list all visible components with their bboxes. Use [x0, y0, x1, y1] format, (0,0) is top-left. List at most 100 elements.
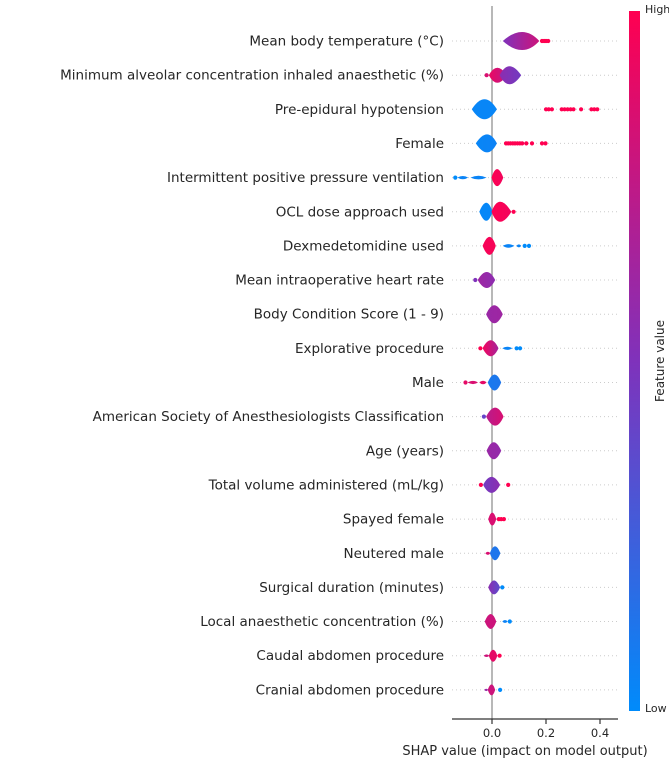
violin-segment [499, 66, 522, 85]
violin-segment [471, 99, 497, 120]
shap-point [463, 380, 468, 385]
feature-row-violin [481, 407, 504, 426]
violin-segment [491, 201, 512, 222]
feature-label: Surgical duration (minutes) [259, 580, 444, 596]
shap-point [506, 482, 511, 487]
violin-segment [484, 614, 497, 629]
feature-label: Local anaesthetic concentration (%) [200, 614, 444, 630]
feature-row-violin [486, 442, 502, 460]
shap-point [543, 141, 548, 146]
violin-segment [488, 512, 497, 526]
shap-point [453, 175, 458, 180]
violin-segment [475, 134, 497, 153]
violin-segment [516, 244, 522, 248]
feature-label: Caudal abdomen procedure [256, 648, 444, 664]
shap-point [498, 687, 503, 693]
x-tick-label: 0.2 [537, 726, 555, 740]
shap-point [595, 107, 600, 112]
x-tick-label: 0.4 [591, 726, 609, 740]
violin-segment [486, 407, 504, 426]
feature-row-violin [453, 169, 504, 187]
feature-row-violin [479, 201, 516, 222]
feature-label: Mean intraoperative heart rate [235, 273, 444, 289]
shap-point [520, 141, 525, 146]
shap-point [478, 346, 483, 351]
violin-segment [488, 649, 498, 662]
shap-point [568, 107, 573, 112]
colorbar-title: Feature value [651, 10, 668, 712]
shap-point [562, 107, 567, 112]
violin-segment [479, 202, 493, 221]
colorbar-low-label: Low [645, 702, 667, 715]
shap-point [484, 73, 489, 78]
feature-label: OCL dose approach used [276, 204, 444, 220]
feature-row-violin [475, 134, 548, 153]
feature-label: Cranial abdomen procedure [256, 682, 444, 698]
violin-segment [486, 305, 503, 324]
violin-segment [488, 580, 501, 595]
feature-row-violin [488, 580, 505, 595]
violin-segment [502, 346, 513, 350]
shap-point [511, 209, 516, 214]
violin-segment [477, 272, 496, 288]
feature-row-violin [478, 476, 511, 493]
violin-segment [485, 551, 491, 555]
violin-segment [491, 169, 504, 187]
feature-row-violin [483, 649, 502, 662]
feature-row-violin [486, 305, 503, 324]
shap-point [507, 619, 512, 624]
feature-label: Age (years) [366, 443, 444, 459]
violin-segment [479, 380, 487, 385]
feature-label: Minimum alveolar concentration inhaled a… [60, 68, 444, 84]
shap-point [473, 277, 478, 283]
feature-row-violin [484, 614, 512, 629]
feature-row-violin [478, 340, 523, 357]
shap-point [529, 141, 535, 146]
feature-label: American Society of Anesthesiologists Cl… [93, 409, 444, 425]
shap-point [518, 346, 523, 351]
shap-point [546, 38, 551, 44]
feature-row-violin [488, 512, 506, 526]
shap-point [592, 107, 597, 112]
x-tick-label: 0.0 [483, 726, 501, 740]
violin-segment [482, 236, 496, 255]
feature-row-violin [463, 374, 502, 391]
feature-row-violin [484, 684, 503, 696]
feature-row-violin [482, 236, 532, 255]
shap-point [539, 141, 545, 146]
violin-segment [482, 340, 499, 357]
colorbar-high-label: High [645, 3, 669, 16]
violin-segment [489, 546, 501, 561]
violin-segment [502, 32, 540, 50]
feature-label: Neutered male [344, 546, 444, 562]
violin-segment [484, 688, 489, 692]
feature-row-violin [485, 546, 501, 561]
shap-point [522, 243, 527, 248]
colorbar-title-text: Feature value [652, 320, 667, 402]
violin-segment [486, 442, 502, 460]
shap-point [546, 107, 551, 112]
shap-point [514, 346, 519, 351]
feature-row-violin [471, 99, 600, 120]
feature-label: Pre-epidural hypotension [275, 102, 444, 118]
violin-segment [502, 244, 515, 248]
feature-label: Female [395, 136, 444, 152]
violin-segment [470, 175, 487, 180]
shap-point [559, 107, 564, 112]
violin-segment [457, 176, 469, 180]
feature-value-colorbar [629, 11, 640, 711]
feature-label: Total volume administered (mL/kg) [208, 477, 444, 493]
feature-label: Mean body temperature (°C) [249, 34, 444, 50]
shap-point [579, 107, 584, 112]
shap-point [481, 414, 486, 419]
violin-segment [487, 684, 496, 696]
shap-point [478, 482, 483, 487]
violin-segment [483, 654, 490, 657]
violin-segment [487, 374, 502, 391]
feature-label: Dexmedetomidine used [283, 238, 444, 254]
feature-label: Body Condition Score (1 - 9) [254, 307, 444, 323]
feature-row-violin [484, 66, 522, 85]
feature-row-violin [502, 32, 551, 50]
